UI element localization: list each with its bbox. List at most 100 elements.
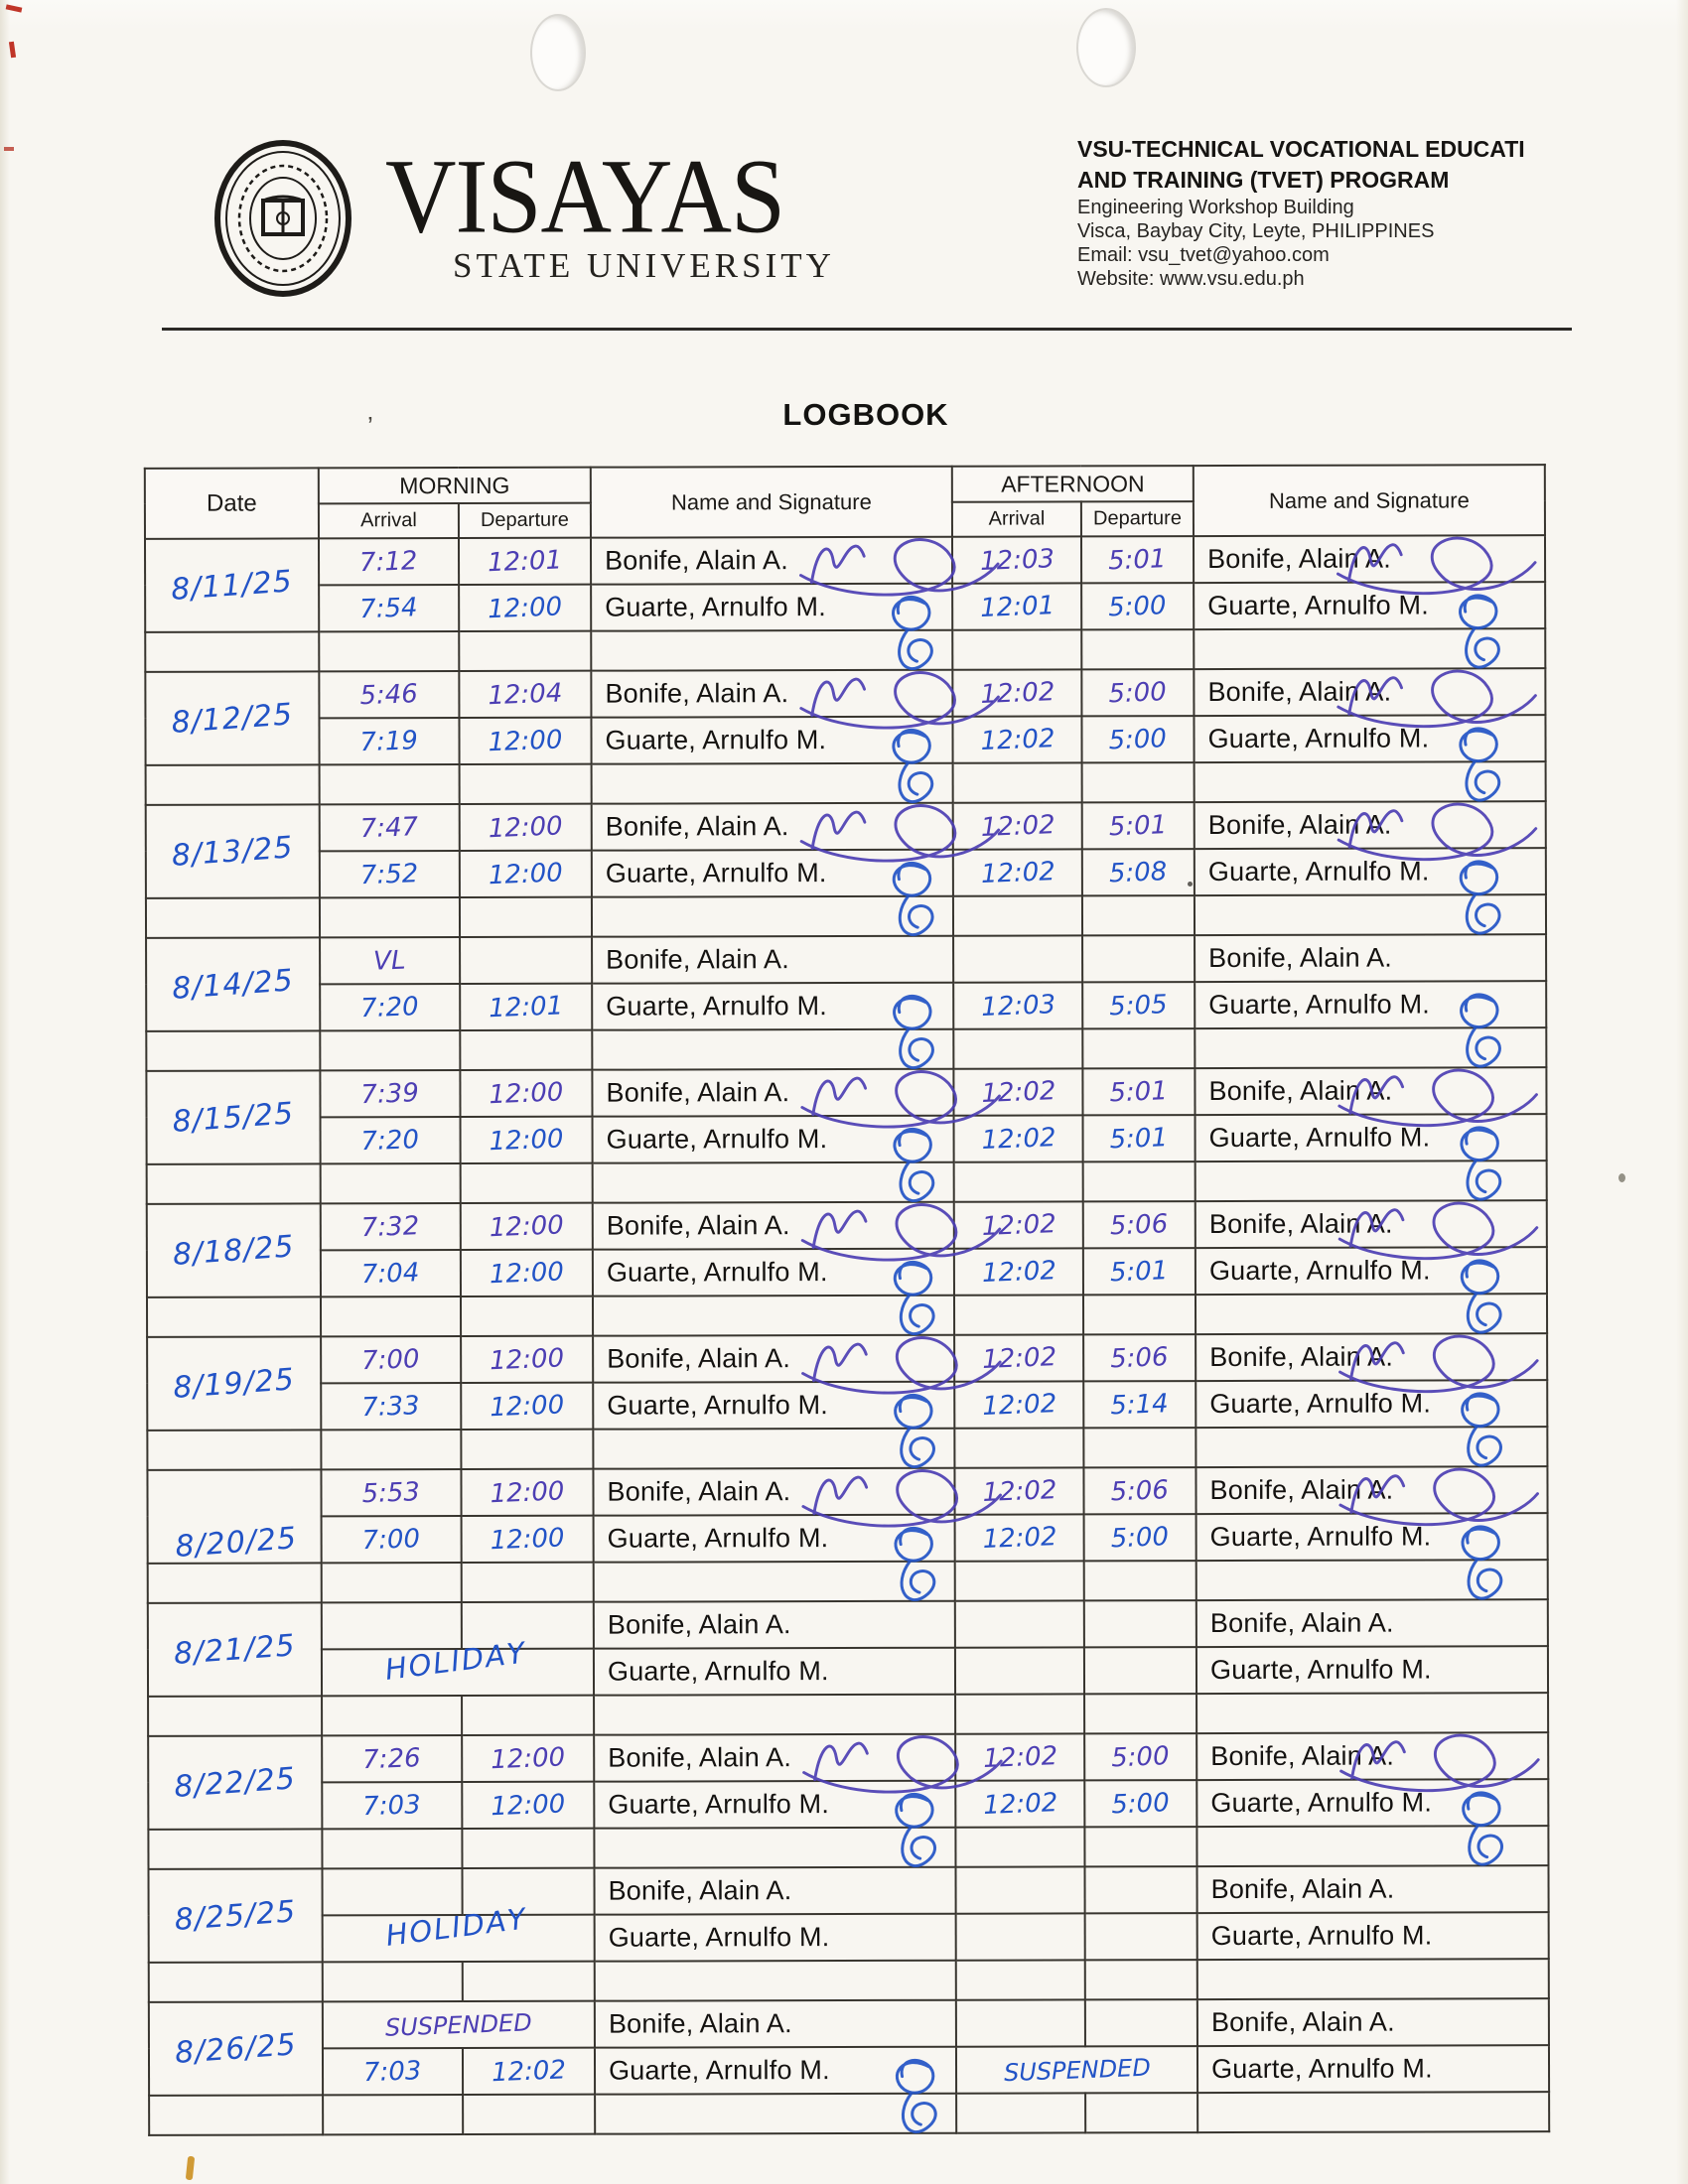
morning-dep-value: 12:00 <box>487 591 563 624</box>
printed-name: Bonife, Alain A. <box>1210 2006 1395 2038</box>
logbook-entry-row: 7:00 12:00 Guarte, Arnulfo M. 12:02 5:00 Guar… <box>148 1513 1548 1602</box>
scan-mark <box>1188 882 1193 887</box>
printed-name: Guarte, Arnulfo M. <box>1207 590 1429 621</box>
afternoon-depival-cell: 5:14 <box>1083 1381 1196 1429</box>
afternoon-arrival-cell: 12:02 <box>952 849 1082 896</box>
date-value: 8/22/25 <box>173 1760 298 1805</box>
empty-cell <box>591 629 953 671</box>
empty-cell <box>1194 628 1546 670</box>
afternoon-arr-value: 12:02 <box>979 723 1055 756</box>
empty-cell <box>1196 1959 1549 2000</box>
empty-cell <box>459 763 592 805</box>
name-signature-cell: Bonife, Alain A. <box>593 1600 955 1649</box>
scan-mark <box>8 41 17 59</box>
printed-name: Bonife, Alain A. <box>607 1476 791 1507</box>
logbook-entry-row: 8/13/25 7:47 12:00 Bonife, Alain A. 12:02 5:0… <box>145 801 1546 898</box>
afternoon-depival-cell: 5:06 <box>1083 1467 1196 1515</box>
empty-cell <box>459 630 592 672</box>
morning-note-cell: SUSPENDED <box>322 2000 595 2049</box>
printed-name: Guarte, Arnulfo M. <box>1208 989 1430 1021</box>
name-signature-cell: Bonife, Alain A. <box>1196 1333 1548 1394</box>
morning-dep-value: 12:00 <box>488 857 564 890</box>
name-signature-cell: Guarte, Arnulfo M. <box>1195 981 1547 1068</box>
afternoon-arrival-cell: 12:01 <box>952 583 1082 630</box>
name-signature-cell: Guarte, Arnulfo M. <box>591 583 953 671</box>
name-signature-cell: Guarte, Arnulfo M. <box>1194 848 1546 935</box>
empty-cell <box>1083 1295 1196 1335</box>
date-cell: 8/11/25 <box>144 538 320 632</box>
col-header-afternoon-arrival: Arrival <box>951 501 1082 537</box>
empty-cell <box>1081 762 1195 803</box>
afternoon-depival-cell <box>1084 1866 1197 1914</box>
separator-row <box>145 761 1546 805</box>
program-line-2: AND TRAINING (TVET) PROGRAM <box>1077 167 1450 193</box>
afternoon-dep-value: 5:00 <box>1110 1740 1171 1773</box>
afternoon-arrival-cell: 12:02 <box>953 1248 1084 1296</box>
afternoon-depival-cell: 5:00 <box>1081 669 1195 717</box>
name-signature-cell: Guarte, Arnulfo M. <box>594 1913 956 1962</box>
afternoon-depival-cell: 5:00 <box>1084 1780 1197 1828</box>
empty-cell <box>954 1428 1084 1468</box>
name-signature-cell: Bonife, Alain A. <box>1195 1200 1547 1261</box>
morning-arrival-cell: 7:33 <box>321 1383 462 1431</box>
email-line: Email: vsu_tvet@yahoo.com <box>1077 244 1330 266</box>
afternoon-arrival-cell: 12:03 <box>952 536 1082 584</box>
empty-cell <box>462 1961 595 2002</box>
printed-name: Bonife, Alain A. <box>1207 543 1391 575</box>
afternoon-arr-value: 12:03 <box>979 543 1055 577</box>
printed-name: Bonife, Alain A. <box>608 1875 792 1906</box>
empty-cell <box>593 1295 955 1336</box>
empty-cell <box>1082 1028 1196 1069</box>
separator-row <box>147 1560 1548 1603</box>
morning-depival-cell: 12:00 <box>462 1734 595 1783</box>
morning-arr-value: 7:20 <box>360 1124 420 1157</box>
printed-name: Guarte, Arnulfo M. <box>608 1789 830 1820</box>
name-signature-cell: Guarte, Arnulfo M. <box>1194 715 1546 802</box>
date-cell: 8/25/25 <box>148 1868 323 1963</box>
empty-cell <box>148 1829 323 1869</box>
afternoon-arr-value: 12:02 <box>981 1474 1057 1508</box>
afternoon-depival-cell: 5:01 <box>1082 1115 1196 1162</box>
morning-note-cell: HOLIDAY <box>321 1635 595 1697</box>
address-line-1: Engineering Workshop Building <box>1077 197 1354 218</box>
morning-dep-value: 12:01 <box>488 990 564 1024</box>
afternoon-depival-cell: 5:01 <box>1081 802 1195 850</box>
morning-depival-cell: 12:00 <box>461 1515 594 1564</box>
afternoon-arrival-cell: 12:02 <box>953 1068 1083 1116</box>
empty-cell <box>146 1163 321 1204</box>
morning-dep-value: 12:00 <box>489 1256 565 1290</box>
afternoon-depival-cell: 5:01 <box>1081 536 1195 584</box>
afternoon-depival-cell: 5:08 <box>1081 849 1195 896</box>
address-line-2: Visca, Baybay City, Leyte, PHILIPPINES <box>1077 220 1435 242</box>
morning-dep-value: 12:00 <box>488 810 564 844</box>
name-signature-cell: Guarte, Arnulfo M. <box>1196 1513 1548 1600</box>
date-value: 8/13/25 <box>170 829 295 874</box>
afternoon-dep-value: 5:06 <box>1109 1341 1170 1374</box>
afternoon-depival-cell: 5:00 <box>1081 716 1195 763</box>
empty-cell <box>146 1297 322 1337</box>
date-cell: 8/26/25 <box>148 2001 324 2096</box>
empty-cell <box>321 1430 462 1470</box>
logbook-entry-row: HOLIDAY Guarte, Arnulfo M. Guarte, Arnulfo… <box>149 1901 1549 1963</box>
morning-dep-value: 12:00 <box>489 1389 565 1423</box>
afternoon-arrival-cell: 12:02 <box>954 1467 1084 1515</box>
morning-dep-value: 12:00 <box>489 1209 565 1243</box>
vsu-seal-logo <box>214 140 352 297</box>
empty-cell <box>953 1161 1083 1202</box>
logbook-entry-row: 7:04 12:00 Guarte, Arnulfo M. 12:02 5:01 Guar… <box>147 1247 1548 1336</box>
logbook-entry-row: 8/11/25 7:12 12:01 Bonife, Alain A. 12:03 5:0… <box>144 535 1546 632</box>
afternoon-arrival-cell: 12:03 <box>953 982 1083 1029</box>
scan-mark <box>5 4 23 13</box>
logbook-entry-row: 8/18/25 7:32 12:00 Bonife, Alain A. 12:02 5:0… <box>146 1200 1547 1297</box>
afternoon-arrival-cell <box>954 1600 1084 1648</box>
name-signature-cell: Bonife, Alain A. <box>594 1999 956 2048</box>
university-subtitle: STATE UNIVERSITY <box>453 246 835 285</box>
afternoon-arrival-cell: 12:02 <box>955 1733 1085 1781</box>
name-signature-cell: Bonife, Alain A. <box>1195 934 1547 983</box>
printed-name: Guarte, Arnulfo M. <box>1208 1122 1431 1154</box>
empty-cell <box>462 1695 595 1736</box>
logbook-table-wrap: Date MORNING Name and Signature AFTERNOO… <box>144 464 1550 2136</box>
morning-depival-cell: 12:00 <box>460 1116 593 1164</box>
afternoon-note-cell: SUSPENDED <box>955 2046 1198 2094</box>
